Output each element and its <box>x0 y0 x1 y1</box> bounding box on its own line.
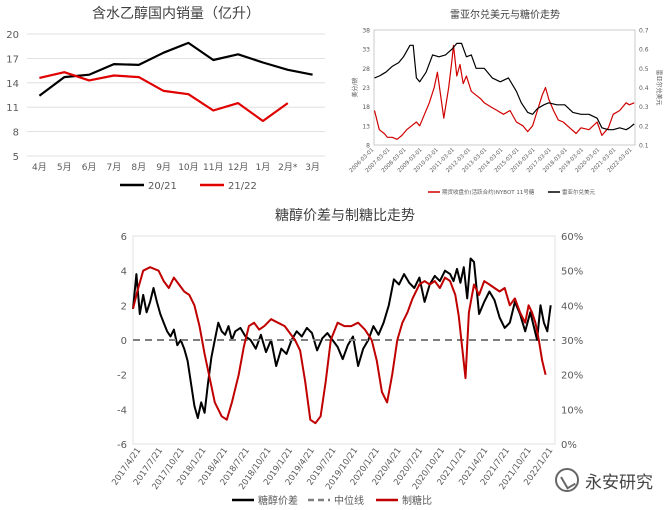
chart2-ytick-label: 18 <box>362 104 370 111</box>
chart3-y2tick-label: 40% <box>561 301 583 312</box>
chart1-xtick-label: 8月 <box>131 162 146 173</box>
chart2-ytick-label: 8 <box>366 143 370 150</box>
chart3-y2tick-label: 20% <box>561 371 583 382</box>
chart1-ytick-label: 17 <box>6 54 19 65</box>
yongan-logo-icon <box>555 468 579 492</box>
chart1-ytick-label: 5 <box>13 152 19 163</box>
chart2-series-line-2 <box>374 42 635 131</box>
chart2-legend-label: 雷亚尔兑美元 <box>562 188 596 196</box>
chart2-y2tick-label: 0.6 <box>639 47 649 54</box>
chart3-y2tick-label: 0% <box>561 440 577 451</box>
chart1-xtick-label: 10月 <box>178 162 198 173</box>
chart1-xtick-label: 1月 <box>256 162 271 173</box>
chart3-y2tick-label: 10% <box>561 405 583 416</box>
watermark: 永安研究 <box>555 465 653 495</box>
chart2-ytick-label: 38 <box>362 28 370 35</box>
chart2-y2tick-label: 0.5 <box>639 66 649 73</box>
chart3-ytick-label: 4 <box>121 267 127 278</box>
chart1-xtick-label: 3月 <box>305 162 320 173</box>
watermark-text: 永安研究 <box>585 472 653 493</box>
chart1-ytick-label: 8 <box>13 128 19 139</box>
chart1-xtick-label: 7月 <box>107 162 122 173</box>
chart3-series-line-1 <box>132 257 552 419</box>
chart3-series-line-3 <box>132 266 547 425</box>
chart3-ytick-label: -4 <box>117 405 127 416</box>
chart1-legend-label: 20/21 <box>148 181 177 192</box>
chart1-ytick-label: 14 <box>6 79 19 90</box>
chart2-y2tick-label: 0.1 <box>639 143 649 150</box>
chart3-legend-label: 制糖比 <box>402 494 432 507</box>
chart1-xtick-label: 4月 <box>32 162 47 173</box>
chart3-legend-label: 中位线 <box>334 494 364 507</box>
chart3-ytick-label: 0 <box>121 336 127 347</box>
chart2-y2tick-label: 0.4 <box>639 85 649 92</box>
chart2-plot-frame <box>373 29 636 146</box>
chart2-series-line-1 <box>373 44 635 140</box>
chart2-y2tick-label: 0.7 <box>639 28 649 35</box>
chart1-xtick-label: 12月 <box>228 162 248 173</box>
chart2-ytick-label: 33 <box>362 47 370 54</box>
chart1-xtick-label: 9月 <box>156 162 171 173</box>
chart2-ytick-label: 28 <box>362 66 370 73</box>
chart2-y2label: 雷亚尔兑美元 <box>655 69 663 105</box>
chart2-ytick-label: 23 <box>362 85 370 92</box>
chart2-legend-label: 期货收盘价(活跃合约)NYBOT 11号糖 <box>442 188 535 196</box>
chart3-ytick-label: -2 <box>117 371 127 382</box>
chart2-title: 雷亚尔兑美元与糖价走势 <box>450 8 560 21</box>
chart3-y2tick-label: 60% <box>561 232 583 243</box>
chart3-ytick-label: 2 <box>121 301 127 312</box>
chart3-y2tick-label: 30% <box>561 336 583 347</box>
chart1-legend-label: 21/22 <box>228 181 257 192</box>
chart3-legend-label: 糖醇价差 <box>258 494 298 507</box>
chart3-ytick-label: -6 <box>117 440 127 451</box>
chart1-xtick-label: 5月 <box>57 162 72 173</box>
chart1-series-line-2 <box>39 71 289 123</box>
chart1-ytick-label: 20 <box>6 30 19 41</box>
chart1-xtick-label: 11月 <box>203 162 223 173</box>
chart1-xtick-label: 2月* <box>278 162 298 173</box>
chart1-series-line-1 <box>38 41 313 97</box>
chart1-ytick-label: 11 <box>6 103 19 114</box>
chart3-ytick-label: 6 <box>121 232 127 243</box>
chart2-ylabel: 美分/磅 <box>351 77 359 97</box>
chart2-y2tick-label: 0.2 <box>639 123 649 130</box>
chart1-xtick-label: 6月 <box>82 162 97 173</box>
chart2-y2tick-label: 0.3 <box>639 104 649 111</box>
chart1-title: 含水乙醇国内销量（亿升） <box>92 5 260 22</box>
chart2-ytick-label: 13 <box>362 123 370 130</box>
chart3-title: 糖醇价差与制糖比走势 <box>275 207 415 224</box>
chart3-y2tick-label: 50% <box>561 267 583 278</box>
